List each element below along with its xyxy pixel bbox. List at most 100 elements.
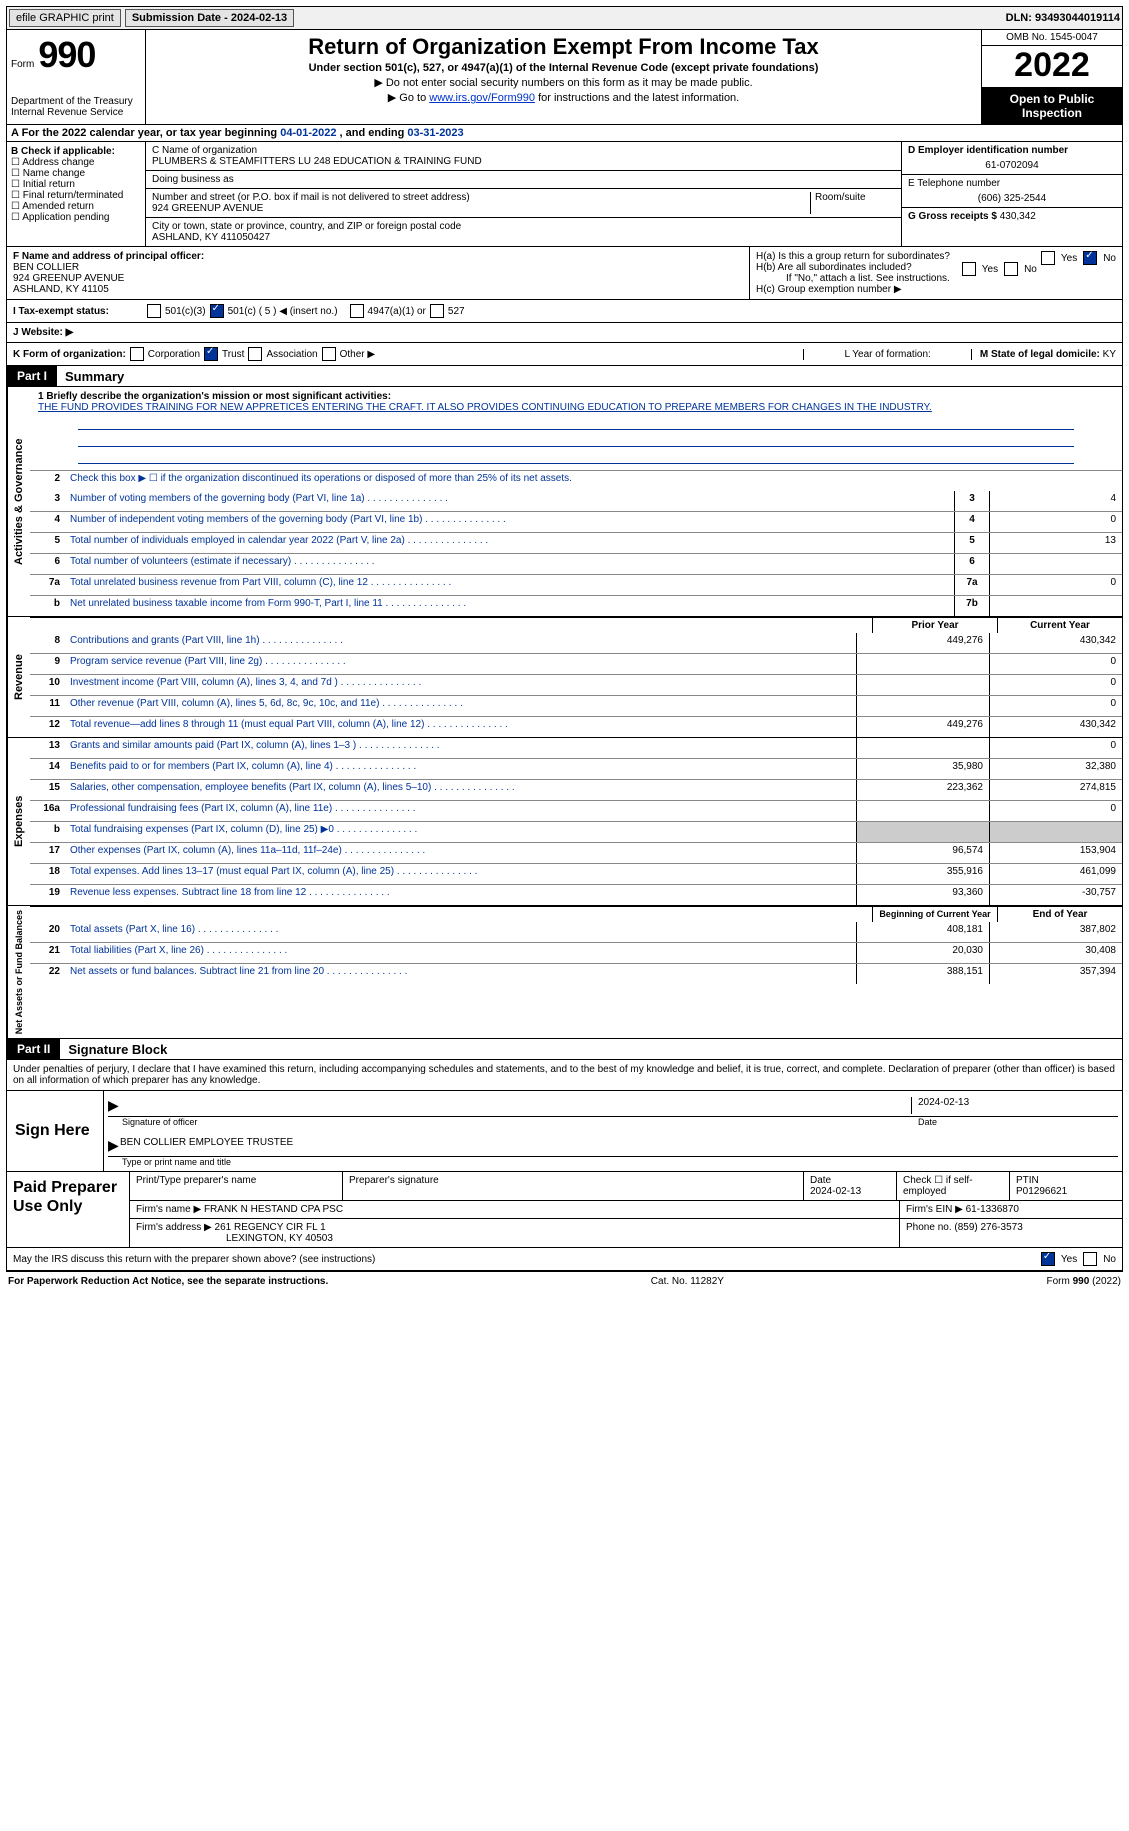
hb-no-chk[interactable] <box>1004 262 1018 276</box>
ha-yes-chk[interactable] <box>1041 251 1055 265</box>
section-bcd: B Check if applicable: Address change Na… <box>6 142 1123 247</box>
h-note: If "No," attach a list. See instructions… <box>756 273 1116 284</box>
hb-yes-chk[interactable] <box>962 262 976 276</box>
chk-application-pending[interactable]: Application pending <box>11 212 141 223</box>
sign-content: ▶ 2024-02-13 Signature of officer Date ▶… <box>104 1091 1122 1171</box>
officer-name: BEN COLLIER <box>13 262 743 273</box>
dln: DLN: 93493044019114 <box>1006 12 1120 24</box>
ein-label: D Employer identification number <box>908 145 1116 156</box>
sig-date-val: 2024-02-13 <box>911 1097 1118 1114</box>
may-yes: Yes <box>1061 1254 1077 1265</box>
may-yes-chk[interactable] <box>1041 1252 1055 1266</box>
i-4947: 4947(a)(1) or <box>368 306 426 317</box>
form-990: 990 <box>38 34 95 76</box>
officer-addr2: ASHLAND, KY 41105 <box>13 284 743 295</box>
chk-501c3[interactable] <box>147 304 161 318</box>
prep-sig-hdr: Preparer's signature <box>343 1172 804 1200</box>
c-name-cell: C Name of organization PLUMBERS & STEAMF… <box>146 142 901 171</box>
chk-amended-return[interactable]: Amended return <box>11 201 141 212</box>
paid-line-1: Print/Type preparer's name Preparer's si… <box>130 1172 1122 1201</box>
summary-netassets: Net Assets or Fund Balances Beginning of… <box>6 906 1123 1039</box>
dba-label: Doing business as <box>152 174 895 185</box>
chk-4947[interactable] <box>350 304 364 318</box>
may-irs-row: May the IRS discuss this return with the… <box>6 1248 1123 1271</box>
summary-revenue: Revenue Prior Year Current Year 8Contrib… <box>6 617 1123 738</box>
street-address: 924 GREENUP AVENUE <box>152 203 806 214</box>
netassets-body: Beginning of Current Year End of Year 20… <box>30 906 1122 1038</box>
chk-address-change[interactable]: Address change <box>11 157 141 168</box>
may-question: May the IRS discuss this return with the… <box>13 1254 375 1265</box>
part2-tab: Part II <box>7 1039 60 1059</box>
col-c: C Name of organization PLUMBERS & STEAMF… <box>146 142 902 246</box>
f-officer: F Name and address of principal officer:… <box>7 247 750 299</box>
dept-treasury: Department of the Treasury Internal Reve… <box>11 96 141 118</box>
chk-assoc[interactable] <box>248 347 262 361</box>
firm-name: FRANK N HESTAND CPA PSC <box>204 1204 343 1215</box>
room-label: Room/suite <box>815 192 895 203</box>
line-8: 8Contributions and grants (Part VIII, li… <box>30 633 1122 653</box>
line1-label: 1 Briefly describe the organization's mi… <box>38 391 1114 402</box>
ha-no-chk[interactable] <box>1083 251 1097 265</box>
paid-table: Print/Type preparer's name Preparer's si… <box>130 1172 1122 1247</box>
k-label: K Form of organization: <box>13 349 126 360</box>
chk-501c[interactable] <box>210 304 224 318</box>
chk-final-return[interactable]: Final return/terminated <box>11 190 141 201</box>
dln-val: 93493044019114 <box>1035 12 1120 24</box>
hc-label: H(c) Group exemption number ▶ <box>756 284 1116 295</box>
ptin-hdr: PTIN <box>1016 1175 1116 1186</box>
form-title: Return of Organization Exempt From Incom… <box>150 34 977 60</box>
chk-initial-return[interactable]: Initial return <box>11 179 141 190</box>
current-year-hdr: Current Year <box>997 618 1122 633</box>
prior-year-hdr: Prior Year <box>872 618 997 633</box>
line-b: bNet unrelated business taxable income f… <box>30 595 1122 616</box>
tel-value: (606) 325-2544 <box>908 193 1116 204</box>
m-label: M State of legal domicile: <box>980 349 1103 360</box>
ha-label: H(a) Is this a group return for subordin… <box>756 251 950 262</box>
part2-header: Part II Signature Block <box>6 1039 1123 1060</box>
row-i: I Tax-exempt status: 501(c)(3) 501(c) ( … <box>6 300 1123 323</box>
line-12: 12Total revenue—add lines 8 through 11 (… <box>30 716 1122 737</box>
form-header: Form 990 Department of the Treasury Inte… <box>6 30 1123 125</box>
k-assoc: Association <box>266 349 317 360</box>
c-city-cell: City or town, state or province, country… <box>146 218 901 246</box>
line-7a: 7aTotal unrelated business revenue from … <box>30 574 1122 595</box>
d-ein-cell: D Employer identification number 61-0702… <box>902 142 1122 175</box>
chk-corp[interactable] <box>130 347 144 361</box>
org-name: PLUMBERS & STEAMFITTERS LU 248 EDUCATION… <box>152 156 895 167</box>
sub3-b: for instructions and the latest informat… <box>535 92 739 104</box>
ptin-val: P01296621 <box>1016 1186 1116 1197</box>
efile-print-button[interactable]: efile GRAPHIC print <box>9 9 121 27</box>
tel-label: E Telephone number <box>908 178 1116 189</box>
header-right: OMB No. 1545-0047 2022 Open to Public In… <box>981 30 1122 124</box>
expenses-body: 13Grants and similar amounts paid (Part … <box>30 738 1122 905</box>
m-val: KY <box>1103 349 1116 360</box>
prep-name-hdr: Print/Type preparer's name <box>130 1172 343 1200</box>
rev-col-hdr: Prior Year Current Year <box>30 617 1122 633</box>
sub-date: 2024-02-13 <box>231 12 287 24</box>
chk-527[interactable] <box>430 304 444 318</box>
header-mid: Return of Organization Exempt From Incom… <box>146 30 981 124</box>
subtitle-1: Under section 501(c), 527, or 4947(a)(1)… <box>150 62 977 74</box>
c-name-label: C Name of organization <box>152 145 895 156</box>
prep-self-emp: Check ☐ if self-employed <box>897 1172 1010 1200</box>
paid-preparer-row: Paid Preparer Use Only Print/Type prepar… <box>6 1172 1123 1248</box>
sign-here-row: Sign Here ▶ 2024-02-13 Signature of offi… <box>6 1091 1123 1172</box>
prep-date-val: 2024-02-13 <box>810 1186 890 1197</box>
dln-label: DLN: <box>1006 12 1035 24</box>
i-527: 527 <box>448 306 465 317</box>
begin-year-hdr: Beginning of Current Year <box>872 907 997 922</box>
sign-here-label: Sign Here <box>7 1091 104 1171</box>
line-2: 2 Check this box ▶ ☐ if the organization… <box>30 470 1122 491</box>
city-state-zip: ASHLAND, KY 411050427 <box>152 232 895 243</box>
form990-link[interactable]: www.irs.gov/Form990 <box>429 92 535 104</box>
chk-other[interactable] <box>322 347 336 361</box>
chk-name-change[interactable]: Name change <box>11 168 141 179</box>
h-a: H(a) Is this a group return for subordin… <box>756 251 1116 262</box>
line-1: 1 Briefly describe the organization's mi… <box>30 387 1122 470</box>
subtitle-2: ▶ Do not enter social security numbers o… <box>150 76 977 89</box>
col-d: D Employer identification number 61-0702… <box>902 142 1122 246</box>
chk-trust[interactable] <box>204 347 218 361</box>
may-no-chk[interactable] <box>1083 1252 1097 1266</box>
tax-year: 2022 <box>982 46 1122 88</box>
net-col-hdr: Beginning of Current Year End of Year <box>30 906 1122 922</box>
